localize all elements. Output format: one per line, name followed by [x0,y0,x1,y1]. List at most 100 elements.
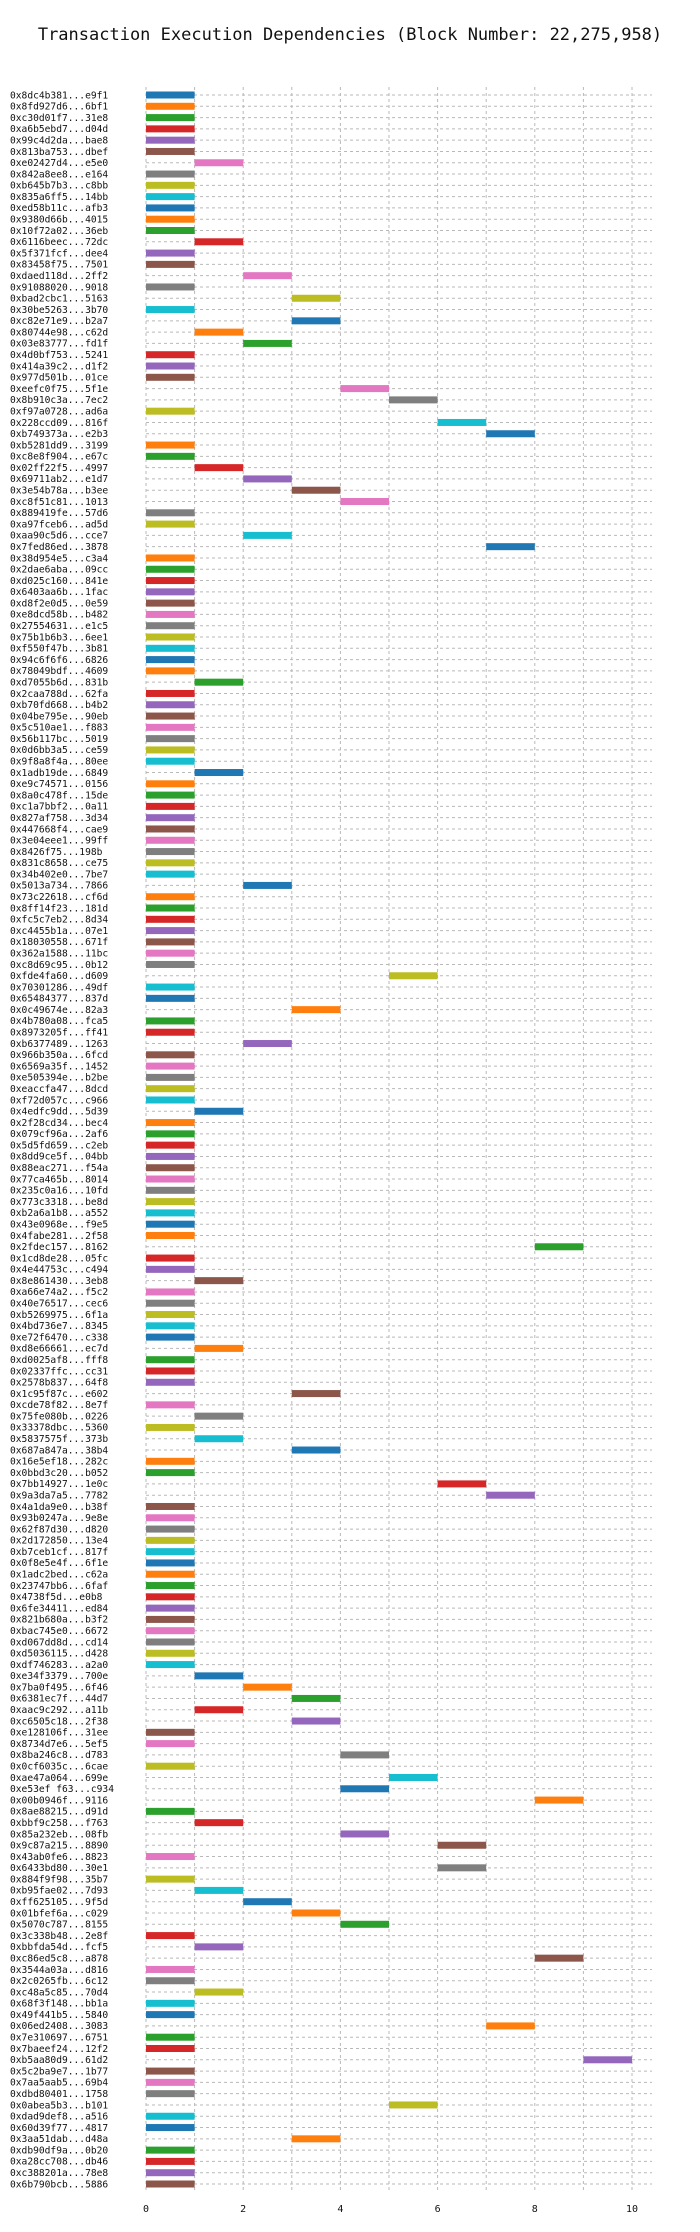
tx-label: 0xb70fd668...b4b2 [10,700,108,711]
tx-label: 0x2c0265fb...6c12 [10,1976,108,1987]
tx-label: 0xe53ef f63...c934 [10,1784,114,1795]
tx-label: 0xd7055b6d...831b [10,677,108,688]
tx-label: 0x5837575f...373b [10,1434,108,1445]
tx-label: 0x884f9f98...35b7 [10,1874,108,1885]
tx-bar [146,1198,195,1206]
tx-label: 0x73c22618...cf6d [10,892,108,903]
tx-bar [146,1073,195,1081]
tx-bar [146,351,195,359]
tx-bar [437,418,487,426]
tx-label: 0x5013a734...7866 [10,881,108,892]
tx-bar [146,193,195,201]
tx-label: 0xb645b7b3...c8bb [10,181,108,192]
tx-bar [146,2112,195,2120]
tx-bar [146,1548,195,1556]
tx-label: 0x0c49674e...82a3 [10,1005,108,1016]
tx-label: 0xeaccfa47...8dcd [10,1084,108,1095]
tx-bar [243,272,292,280]
tx-label: 0x821b680a...b3f2 [10,1615,108,1626]
tx-bar [486,2022,535,2030]
tx-bar [146,554,195,562]
tx-bar [146,91,195,99]
tx-bar [146,1932,195,1940]
tx-label: 0xc82e71e9...b2a7 [10,316,108,327]
tx-bar [146,802,195,810]
tx-label: 0x8426f75...198b [10,847,103,858]
tx-label: 0x966b350a...6fcd [10,1050,108,1061]
tx-bar [146,915,195,923]
tx-bar [243,1040,292,1048]
tx-bar [146,520,195,528]
tx-label: 0x3aa51dab...d48a [10,2134,108,2145]
tx-label: 0xc8d69c95...0b12 [10,960,108,971]
tx-label: 0x4738f5d...e0b8 [10,1592,103,1603]
tx-bar [146,949,195,957]
tx-label: 0x6fe34411...ed84 [10,1603,108,1614]
tx-bar [389,396,438,404]
tx-bar [146,249,195,257]
tx-label: 0x5f371fcf...dee4 [10,248,108,259]
tx-label: 0x9c87a215...8890 [10,1841,108,1852]
tx-bar [194,769,244,777]
tx-bar [146,452,195,460]
tx-bar [194,464,244,472]
tx-label: 0x6569a35f...1452 [10,1061,108,1072]
tx-label: 0xaac9c292...a11b [10,1705,108,1716]
x-tick-label: 2 [240,2204,246,2215]
tx-label: 0xc48a5c85...70d4 [10,1987,108,1998]
tx-label: 0x43e0968e...f9e5 [10,1219,108,1230]
tx-bar [146,260,195,268]
chart-title: Transaction Execution Dependencies (Bloc… [38,25,662,45]
tx-bar [146,870,195,878]
tx-bar [146,1615,195,1623]
tx-bar [291,317,341,325]
tx-label: 0x9f8a8f4a...80ee [10,757,108,768]
tx-bar [146,1604,195,1612]
tx-label: 0x38d954e5...c3a4 [10,553,108,564]
tx-bar [194,1412,244,1420]
tx-label: 0x94c6f6f6...6826 [10,655,108,666]
tx-label: 0x91088020...9018 [10,282,108,293]
tx-label: 0x70301286...49df [10,982,108,993]
tx-bar [583,2056,632,2064]
tx-bar [146,1582,195,1590]
tx-label: 0xf97a0728...ad6a [10,406,108,417]
tx-label: 0x8fd927d6...6bf1 [10,102,108,113]
tx-label: 0xd5036115...d428 [10,1649,108,1660]
tx-bar [340,385,389,393]
tx-label: 0xb749373a...e2b3 [10,429,108,440]
tx-label: 0xa66e74a2...f5c2 [10,1287,108,1298]
tx-label: 0x8734d7e6...5ef5 [10,1739,108,1750]
tx-label: 0x7e310697...6751 [10,2033,108,2044]
tx-label: 0x1adb19de...6849 [10,768,108,779]
tx-bar [291,294,341,302]
tx-bar [291,486,341,494]
tx-label: 0x02337ffc...cc31 [10,1366,108,1377]
tx-bar [291,1390,341,1398]
tx-label: 0xe72f6470...c338 [10,1332,108,1343]
tx-bar [534,1796,584,1804]
tx-label: 0x33378dbc...5360 [10,1423,108,1434]
tx-bar [146,848,195,856]
tx-label: 0x889419fe...57d6 [10,508,108,519]
tx-label: 0xc8e8f904...e67c [10,452,108,463]
tx-bar [146,1085,195,1093]
tx-label: 0x34b402e0...7be7 [10,869,108,880]
tx-label: 0x0bbd3c20...b052 [10,1468,108,1479]
tx-bar [146,814,195,822]
tx-bar [146,746,195,754]
tx-label: 0x2578b837...64f8 [10,1378,108,1389]
tx-bar [291,1006,341,1014]
tx-bar [486,430,535,438]
tx-bar [146,1740,195,1748]
tx-label: 0x8e861430...3eb8 [10,1276,108,1287]
tx-label: 0x18030558...671f [10,937,108,948]
tx-label: 0x2d172850...13e4 [10,1536,108,1547]
tx-label: 0xbbfda54d...fcf5 [10,1942,108,1953]
tx-label: 0x9a3da7a5...7782 [10,1490,108,1501]
tx-label: 0xaa90c5d6...cce7 [10,531,108,542]
tx-bar [146,1638,195,1646]
tx-label: 0x079cf96a...2af6 [10,1129,108,1140]
tx-bar [194,159,244,167]
tx-label: 0xd025c160...841e [10,576,108,587]
